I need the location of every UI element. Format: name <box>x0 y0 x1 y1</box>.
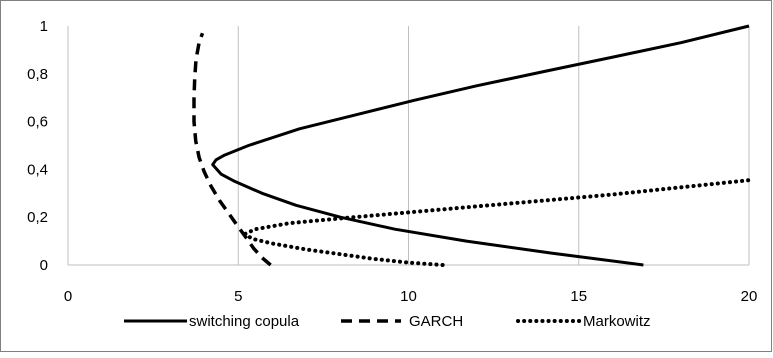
y-tick-label: 1 <box>40 18 48 35</box>
series-markowitz-line <box>243 178 751 267</box>
y-tick-label: 0,4 <box>27 161 48 178</box>
y-tick-label: 0 <box>40 257 48 274</box>
tick-labels: 00,20,40,60,810 5 10 15 20 <box>27 18 757 305</box>
y-tick-label: 0,2 <box>27 209 48 226</box>
series-switching-copula-line <box>211 24 750 267</box>
legend-label-switching-copula: switching copula <box>189 313 300 330</box>
gridlines <box>67 26 750 265</box>
x-tick-label: 5 <box>234 288 242 305</box>
series-garch-line <box>192 32 272 267</box>
legend: switching copula GARCH Markowitz <box>124 313 651 330</box>
y-tick-label: 0,6 <box>27 114 48 131</box>
x-tick-label: 0 <box>64 288 72 305</box>
legend-label-markowitz: Markowitz <box>583 313 651 330</box>
x-tick-label: 10 <box>400 288 417 305</box>
x-tick-label: 20 <box>741 288 758 305</box>
series-lines <box>192 24 751 267</box>
y-tick-label: 0,8 <box>27 66 48 83</box>
x-tick-label: 15 <box>570 288 587 305</box>
legend-label-garch: GARCH <box>409 313 463 330</box>
